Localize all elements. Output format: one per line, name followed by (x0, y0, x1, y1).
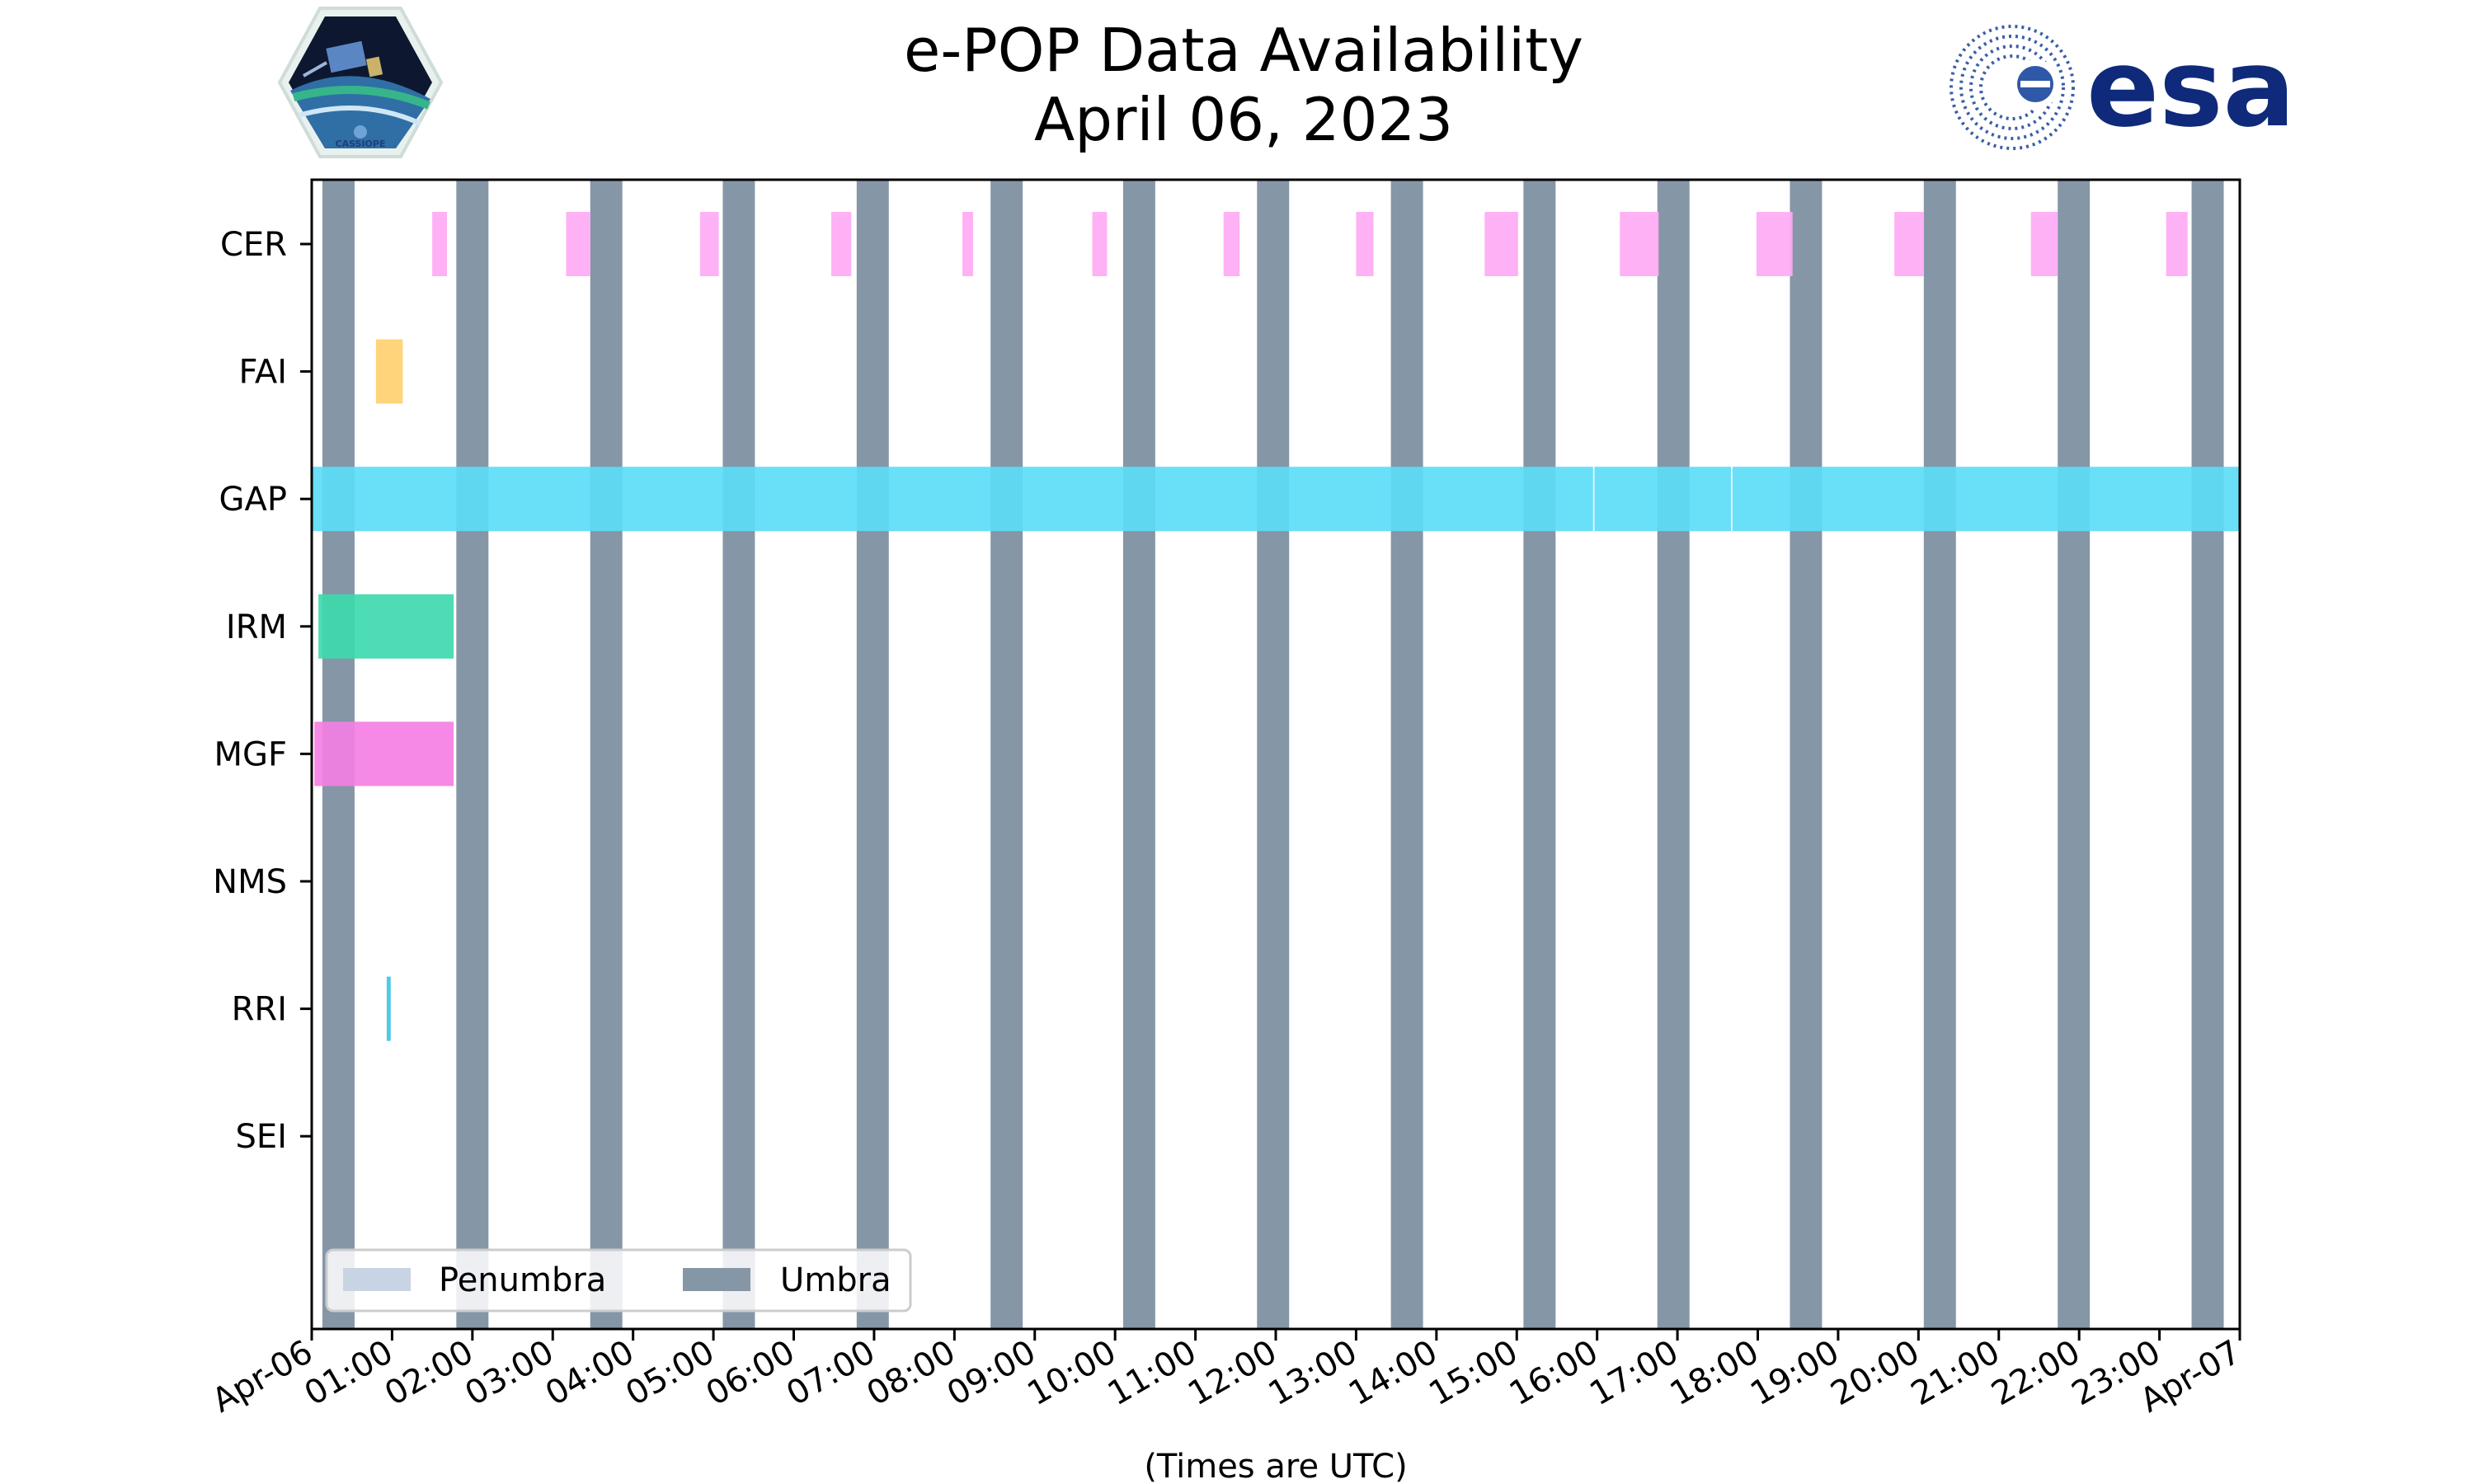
y-tick-label: SEI (236, 1118, 287, 1156)
bar-cer (1356, 212, 1374, 276)
chart-title-line1: e-POP Data Availability (904, 16, 1583, 85)
legend-penumbra-swatch (343, 1268, 411, 1291)
esa-swirl-icon (1950, 25, 2075, 150)
x-tick-label: 18:00 (1664, 1333, 1766, 1413)
umbra-band (1390, 180, 1423, 1329)
umbra-band (856, 180, 889, 1329)
x-tick-label: 05:00 (619, 1333, 721, 1413)
x-tick-label: 22:00 (1985, 1333, 2086, 1413)
bar-cer (699, 212, 719, 276)
x-tick-label: 14:00 (1343, 1333, 1444, 1413)
umbra-band (2058, 180, 2091, 1329)
x-tick-label: 11:00 (1102, 1333, 1203, 1413)
bar-cer (2030, 212, 2058, 276)
bar-cer (1756, 212, 1793, 276)
x-tick-label: 15:00 (1423, 1333, 1524, 1413)
bar-gap (1732, 467, 2240, 532)
umbra-band (1257, 180, 1290, 1329)
plot-area: CER FAI GAP IRM MGF NMS RRI SEI Apr-0601:0002:0… (206, 178, 2247, 1421)
x-tick-label: 06:00 (700, 1333, 802, 1413)
esa-logo: esa (1950, 25, 2295, 151)
x-tick-label: 04:00 (539, 1333, 641, 1413)
bar-cer (1092, 212, 1108, 276)
legend-umbra-swatch (683, 1268, 750, 1291)
x-tick-label: 03:00 (459, 1333, 560, 1413)
y-tick-label: IRM (226, 608, 287, 646)
x-tick-label: 21:00 (1905, 1333, 2006, 1413)
bar-gap (1594, 467, 1732, 532)
x-tick-label: 16:00 (1503, 1333, 1605, 1413)
legend[interactable]: Penumbra Umbra (325, 1248, 912, 1313)
x-tick-label: Apr-06 (206, 1333, 319, 1421)
cassiope-mission-logo: CASSIOPE (277, 7, 444, 158)
bar-irm (318, 594, 454, 659)
x-tick-label: 07:00 (780, 1333, 882, 1413)
x-tick-label: 17:00 (1583, 1333, 1685, 1413)
bar-cer (566, 212, 590, 276)
x-axis-label: (Times are UTC) (1144, 1448, 1407, 1484)
legend-penumbra-label: Penumbra (439, 1261, 606, 1299)
x-tick-label: 12:00 (1182, 1333, 1283, 1413)
umbra-band (1790, 180, 1823, 1329)
legend-umbra-label: Umbra (780, 1261, 891, 1299)
bar-cer (2166, 212, 2188, 276)
x-tick-label: 20:00 (1824, 1333, 1926, 1413)
umbra-band (1657, 180, 1690, 1329)
y-tick-label: MGF (214, 735, 287, 773)
x-tick-label: 13:00 (1263, 1333, 1364, 1413)
x-axis: Apr-0601:0002:0003:0004:0005:0006:0007:0… (206, 1329, 2247, 1421)
bar-cer (432, 212, 447, 276)
bar-mgf (314, 721, 454, 787)
bar-cer (830, 212, 852, 276)
bar-cer (962, 212, 974, 276)
umbra-band (722, 180, 755, 1329)
umbra-band (456, 180, 489, 1329)
bar-cer (1484, 212, 1518, 276)
bar-fai (375, 339, 403, 404)
x-tick-label: 02:00 (379, 1333, 480, 1413)
y-tick-label: GAP (219, 481, 287, 519)
y-tick-label: CER (220, 226, 287, 264)
instrument-bars-layer (312, 212, 2240, 1041)
umbra-band (590, 180, 623, 1329)
chart-title-line2: April 06, 2023 (1034, 85, 1453, 154)
x-tick-label: 19:00 (1744, 1333, 1846, 1413)
y-axis: CER FAI GAP IRM MGF NMS RRI SEI (213, 226, 312, 1156)
y-tick-label: RRI (232, 991, 287, 1029)
bar-cer (1223, 212, 1240, 276)
x-tick-label: 09:00 (941, 1333, 1042, 1413)
esa-logo-text: esa (2086, 26, 2295, 151)
umbra-band (990, 180, 1023, 1329)
bar-cer (1894, 212, 1924, 276)
umbra-band (1923, 180, 1956, 1329)
umbra-band (1122, 180, 1155, 1329)
bar-gap (312, 467, 1593, 532)
cassiope-logo-text: CASSIOPE (336, 139, 386, 149)
umbra-band (2191, 180, 2224, 1329)
umbra-layer (322, 180, 2224, 1329)
x-tick-label: 01:00 (299, 1333, 400, 1413)
bar-cer (1620, 212, 1659, 276)
legend-box (325, 1248, 912, 1313)
y-tick-label: NMS (213, 863, 287, 901)
x-tick-label: 08:00 (860, 1333, 962, 1413)
umbra-band (1523, 180, 1556, 1329)
x-tick-label: 10:00 (1021, 1333, 1122, 1413)
y-tick-label: FAI (239, 354, 288, 392)
bar-rri (386, 976, 391, 1041)
